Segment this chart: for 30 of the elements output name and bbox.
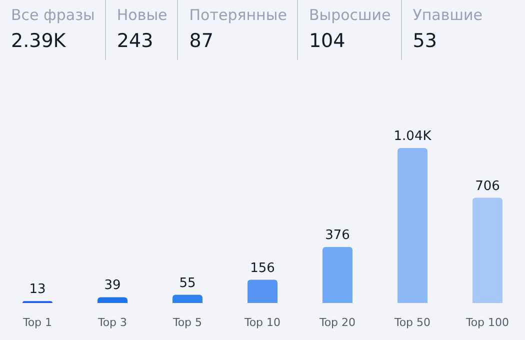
data-label: 1.04K [394, 129, 432, 144]
text: 53 [412, 29, 438, 54]
bar [322, 246, 352, 303]
bar [398, 148, 428, 303]
data-label: 376 [325, 228, 350, 243]
x-tick-label: Top 1 [22, 316, 52, 329]
data-label: 13 [29, 282, 46, 298]
x-tick-label: Top 10 [243, 316, 281, 329]
data-label: 706 [475, 178, 500, 194]
bar [172, 294, 202, 303]
text: 87 [189, 29, 214, 54]
text: Потерянные [189, 5, 287, 26]
x-tick-label: Top 50 [393, 316, 431, 329]
bar [472, 198, 502, 303]
text: Упавшие [412, 5, 482, 26]
text: 243 [116, 29, 154, 54]
x-tick-label: Top 5 [172, 316, 202, 329]
text: Все фразы [11, 5, 95, 26]
text: 104 [308, 29, 346, 54]
text: Выросшие [308, 5, 391, 26]
bar [248, 280, 278, 303]
text: Новые [116, 5, 168, 26]
text: 2.39K [11, 29, 67, 54]
data-label: 156 [250, 260, 275, 276]
bar [98, 297, 128, 303]
data-label: 39 [104, 278, 121, 294]
x-tick-label: Top 3 [96, 316, 128, 329]
data-label: 55 [179, 276, 196, 291]
x-tick-label: Top 100 [464, 316, 510, 329]
x-tick-label: Top 20 [318, 316, 356, 329]
